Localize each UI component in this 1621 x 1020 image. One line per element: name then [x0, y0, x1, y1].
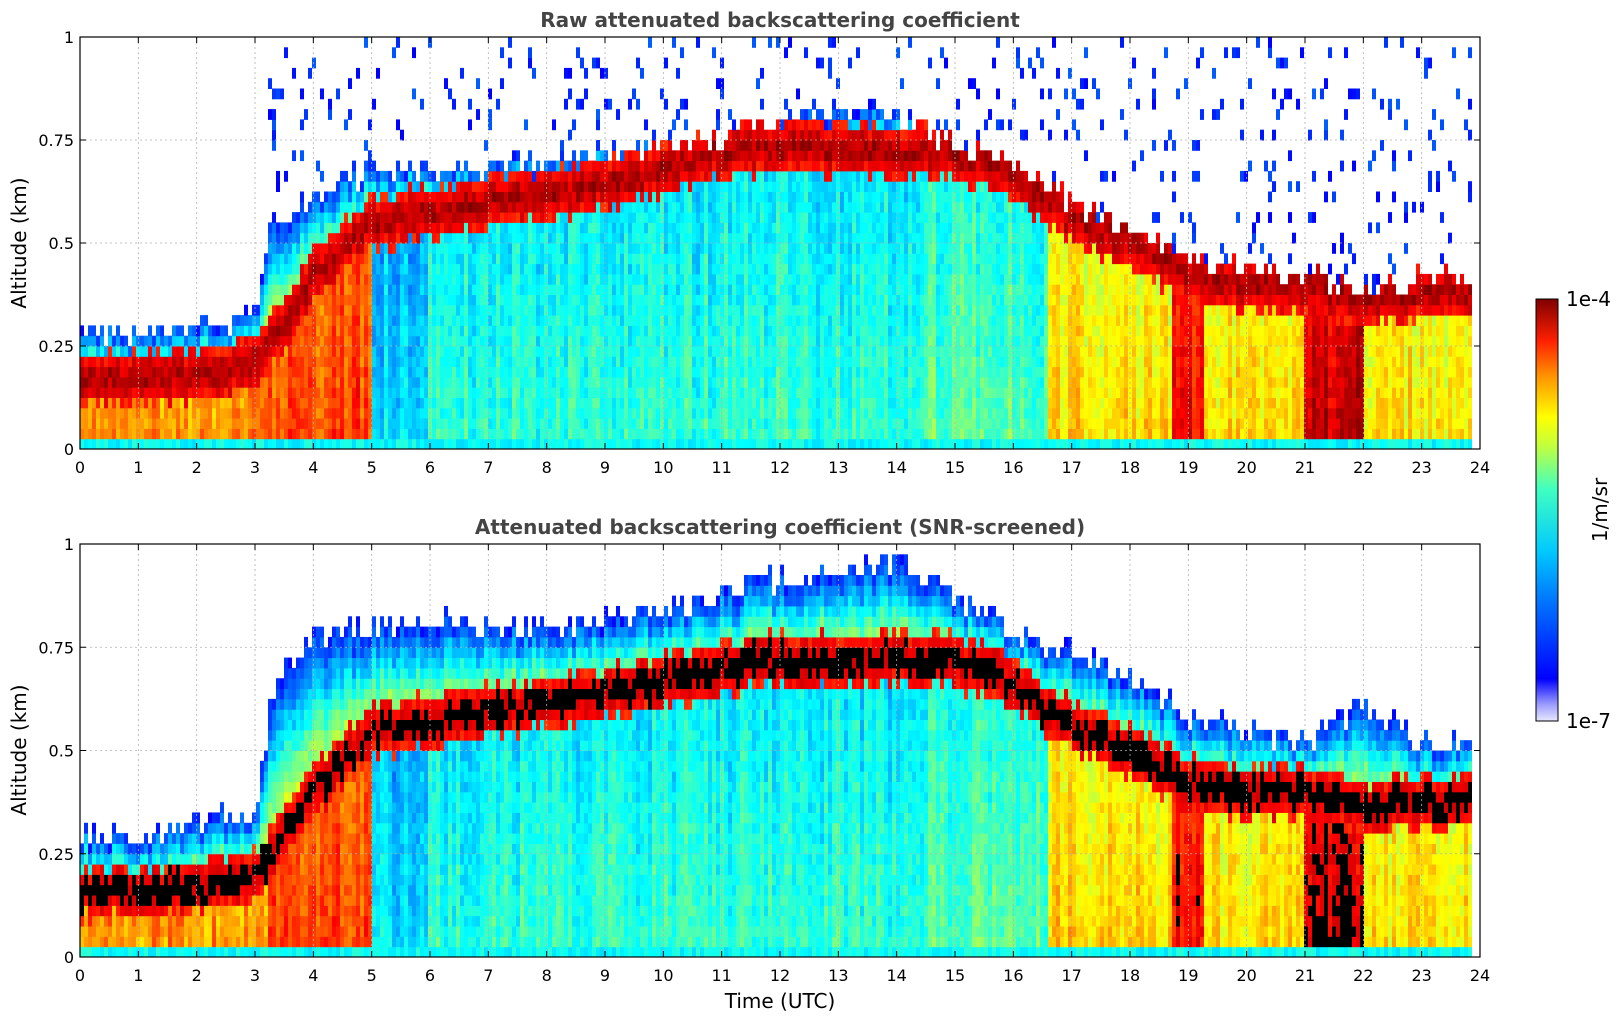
x-tick-label: 19: [1178, 458, 1198, 477]
y-tick-label: 0.5: [49, 234, 74, 253]
x-tick-label: 19: [1178, 966, 1198, 985]
y-tick-label: 0.75: [38, 638, 74, 657]
y-tick-labels: 0 0.25 0.5 0.75 1: [38, 28, 1480, 459]
x-tick-label: 16: [1003, 458, 1023, 477]
x-tick-label: 1: [133, 458, 143, 477]
x-tick-label: 18: [1120, 458, 1140, 477]
grid: [80, 544, 1480, 957]
x-tick-label: 7: [483, 966, 493, 985]
x-tick-label: 24: [1470, 966, 1490, 985]
x-tick-label: 16: [1003, 966, 1023, 985]
x-tick-label: 17: [1061, 966, 1081, 985]
x-tick-label: 6: [425, 966, 435, 985]
colorbar-gradient: [1535, 298, 1559, 722]
x-tick-label: 0: [75, 458, 85, 477]
x-tick-label: 18: [1120, 966, 1140, 985]
colorbar-bottom-label: 1e-7: [1566, 709, 1611, 733]
x-tick-label: 2: [192, 458, 202, 477]
x-tick-label: 21: [1295, 458, 1315, 477]
panel-title: Raw attenuated backscattering coefficien…: [540, 8, 1020, 32]
y-tick-label: 0: [64, 948, 74, 967]
x-tick-label: 15: [945, 458, 965, 477]
x-tick-labels: 0 1 2 3 4 5 6 7 8 9 10 11 12 13 14 15 16 17 18 19 20 21 22 23 24: [75, 37, 1490, 477]
snr-screened-panel: Attenuated backscattering coefficient (S…: [7, 515, 1490, 1013]
x-tick-label: 21: [1295, 966, 1315, 985]
x-tick-label: 22: [1353, 966, 1373, 985]
x-tick-label: 8: [542, 458, 552, 477]
panel-title: Attenuated backscattering coefficient (S…: [475, 515, 1085, 539]
x-tick-label: 10: [653, 966, 673, 985]
x-tick-label: 4: [308, 966, 318, 985]
x-tick-label: 24: [1470, 458, 1490, 477]
x-tick-label: 5: [367, 458, 377, 477]
x-tick-label: 6: [425, 458, 435, 477]
x-tick-label: 23: [1411, 458, 1431, 477]
x-tick-label: 12: [770, 966, 790, 985]
x-tick-label: 1: [133, 966, 143, 985]
x-tick-label: 4: [308, 458, 318, 477]
colorbar-top-label: 1e-4: [1566, 287, 1611, 311]
colorbar-unit-label: 1/m/sr: [1588, 477, 1612, 542]
x-tick-label: 3: [250, 966, 260, 985]
x-tick-label: 10: [653, 458, 673, 477]
x-tick-label: 14: [886, 458, 906, 477]
colorbar: 1e-4 1e-7 1/m/sr: [1535, 287, 1612, 733]
x-tick-label: 23: [1411, 966, 1431, 985]
x-tick-label: 17: [1061, 458, 1081, 477]
x-tick-label: 3: [250, 458, 260, 477]
x-tick-label: 9: [600, 966, 610, 985]
y-tick-label: 0.5: [49, 742, 74, 761]
grid: [80, 37, 1480, 449]
heatmap: [80, 554, 1472, 957]
x-tick-label: 9: [600, 458, 610, 477]
y-tick-label: 1: [64, 535, 74, 554]
x-tick-label: 11: [711, 966, 731, 985]
x-tick-label: 8: [542, 966, 552, 985]
y-tick-label: 0: [64, 440, 74, 459]
heatmap: [80, 37, 1472, 449]
x-tick-label: 11: [711, 458, 731, 477]
x-tick-labels: 0 1 2 3 4 5 6 7 8 9 10 11 12 13 14 15 16 17 18 19 20 21 22 23 24: [75, 544, 1490, 985]
x-tick-label: 20: [1236, 458, 1256, 477]
y-axis-label: Altitude (km): [7, 177, 31, 308]
raw-panel: Raw attenuated backscattering coefficien…: [7, 8, 1490, 477]
y-tick-label: 0.25: [38, 337, 74, 356]
x-axis-label: Time (UTC): [724, 989, 836, 1013]
y-axis-label: Altitude (km): [7, 684, 31, 815]
x-tick-label: 5: [367, 966, 377, 985]
x-tick-label: 14: [886, 966, 906, 985]
x-tick-label: 20: [1236, 966, 1256, 985]
x-tick-label: 12: [770, 458, 790, 477]
x-tick-label: 22: [1353, 458, 1373, 477]
x-tick-label: 0: [75, 966, 85, 985]
y-tick-label: 0.25: [38, 845, 74, 864]
x-tick-label: 7: [483, 458, 493, 477]
y-tick-label: 1: [64, 28, 74, 47]
x-tick-label: 13: [828, 458, 848, 477]
y-tick-labels: 0 0.25 0.5 0.75 1: [38, 535, 1480, 967]
y-tick-label: 0.75: [38, 131, 74, 150]
x-tick-label: 13: [828, 966, 848, 985]
x-tick-label: 15: [945, 966, 965, 985]
x-tick-label: 2: [192, 966, 202, 985]
